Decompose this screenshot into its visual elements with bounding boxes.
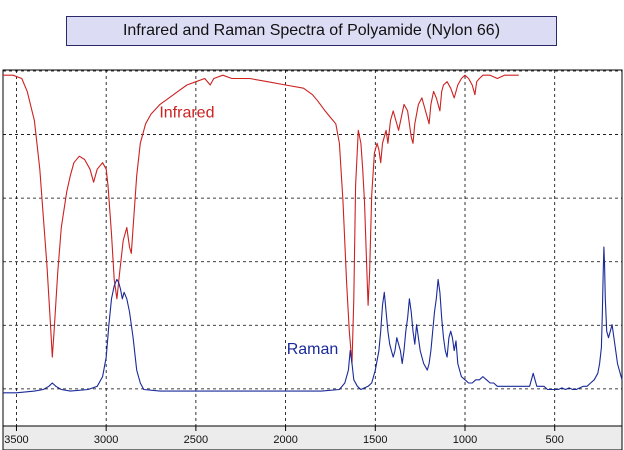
series-label-raman: Raman	[287, 341, 339, 358]
chart-title: Infrared and Raman Spectra of Polyamide …	[66, 16, 557, 46]
series-label-infrared: Infrared	[159, 104, 214, 121]
x-tick-label: 500	[546, 434, 564, 446]
series-line-raman	[3, 246, 623, 394]
x-tick-label: 1500	[363, 434, 387, 446]
x-tick-label: 1000	[453, 434, 477, 446]
x-tick-label: 3500	[4, 434, 28, 446]
x-tick-label: 3000	[94, 434, 118, 446]
series-line-infrared	[3, 74, 519, 365]
x-tick-label: 2500	[184, 434, 208, 446]
plot-area	[2, 69, 623, 427]
x-tick-label: 2000	[273, 434, 297, 446]
